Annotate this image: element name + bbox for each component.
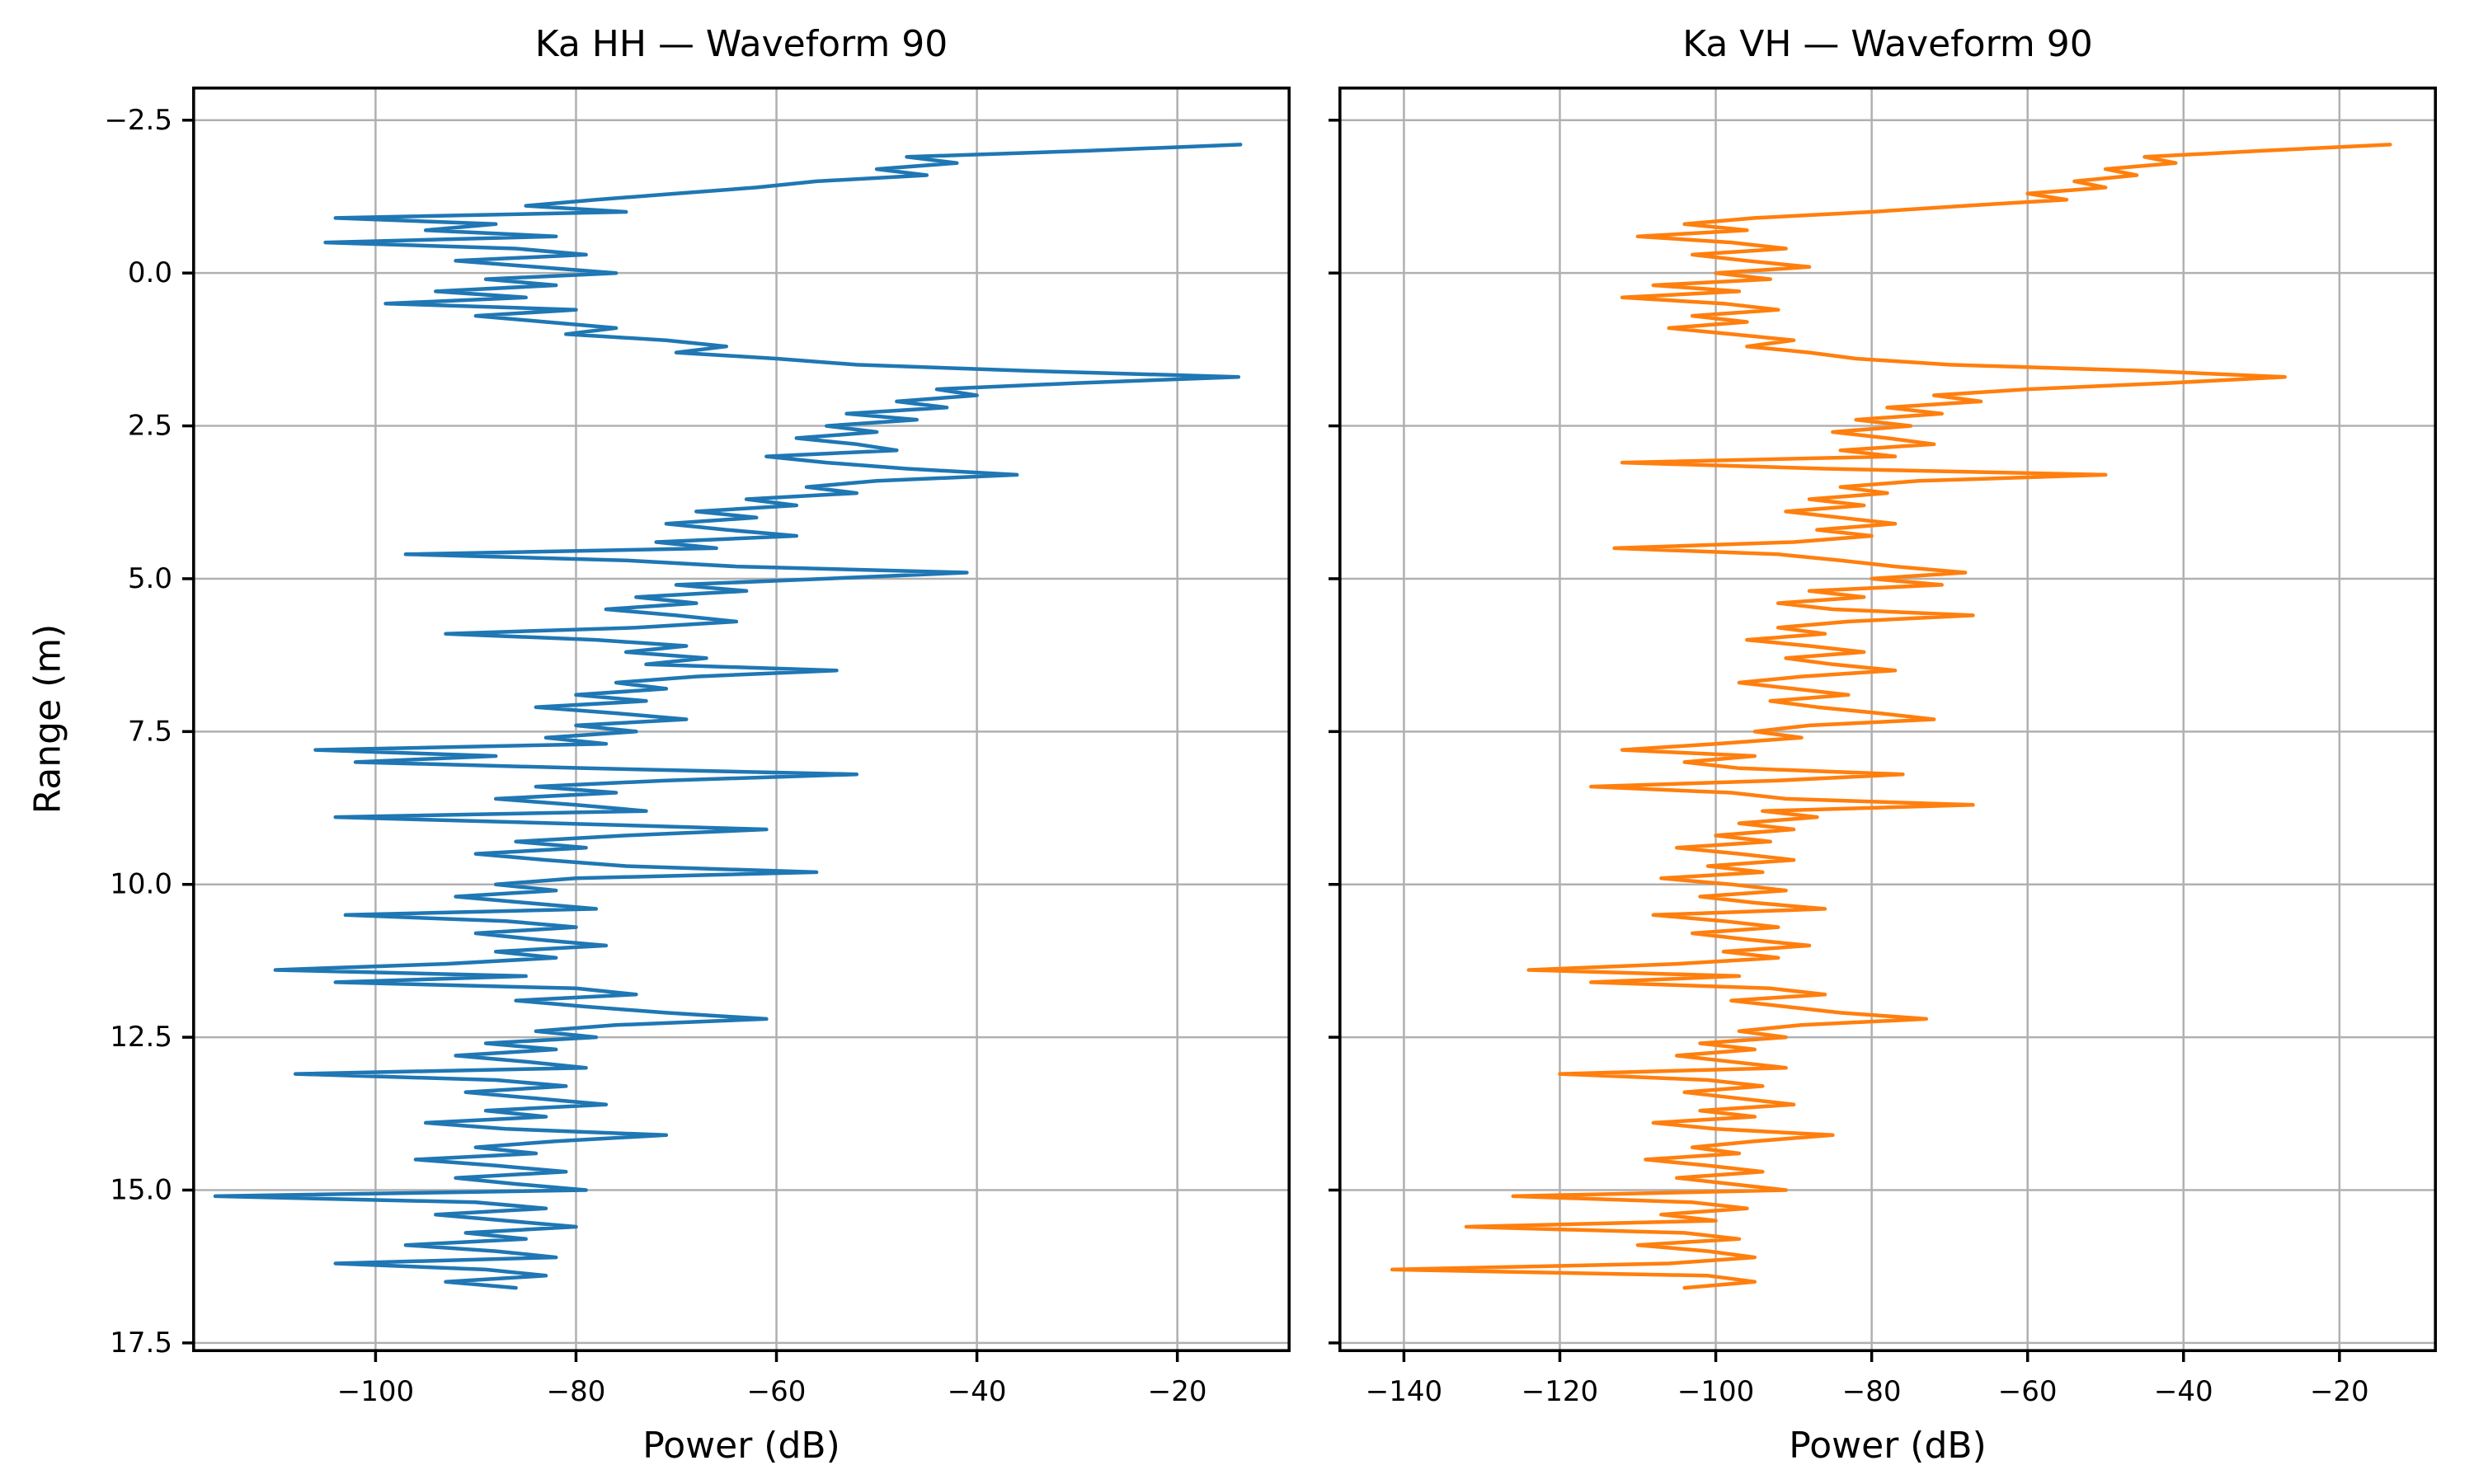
x-tick-label: −60 (1998, 1375, 2058, 1408)
left-plot-panel: −100 −80 −60 −40 −20 −2.5 0.0 2.5 5.0 7.5 10.0 12.5… (104, 86, 1291, 1408)
y-tick-label: 17.5 (110, 1327, 172, 1360)
right-x-axis-label: Power (dB) (1789, 1425, 1987, 1467)
x-tick-label: −80 (1842, 1375, 1902, 1408)
x-tick-label: −40 (2154, 1375, 2213, 1408)
y-tick-label: 2.5 (128, 410, 172, 443)
y-tick-label: 12.5 (110, 1021, 172, 1054)
x-tick-label: −60 (747, 1375, 807, 1408)
y-tick-label: 10.0 (110, 868, 172, 901)
x-tick-label: −20 (2310, 1375, 2369, 1408)
x-tick-label: −100 (1677, 1375, 1754, 1408)
x-tick-label: −40 (948, 1375, 1007, 1408)
plot-area: −100 −80 −60 −40 −20 −2.5 0.0 2.5 5.0 7.5 10.0 12.5… (104, 86, 1291, 1408)
y-axis-label: Range (m) (26, 623, 69, 815)
waveform-line (213, 143, 1243, 1290)
plot-area: −140 −120 −100 −80 −60 −40 −20 (1329, 86, 2438, 1408)
y-tick-label: 7.5 (128, 715, 172, 748)
x-tick-label: −120 (1522, 1375, 1598, 1408)
axes-spine (1338, 86, 2438, 1353)
y-tick-label: 5.0 (128, 562, 172, 595)
axes-spine (191, 86, 1291, 1353)
x-tick-label: −20 (1148, 1375, 1207, 1408)
x-tick-label: −100 (337, 1375, 414, 1408)
y-tick-label: 0.0 (128, 256, 172, 289)
y-tick-label: −2.5 (104, 104, 172, 137)
left-x-axis-label: Power (dB) (642, 1425, 840, 1467)
waveform-line (1390, 143, 2392, 1290)
left-plot-title: Ka HH — Waveform 90 (534, 23, 948, 65)
y-tick-label: 15.0 (110, 1173, 172, 1206)
right-plot-panel: −140 −120 −100 −80 −60 −40 −20 (1329, 86, 2438, 1408)
x-tick-label: −80 (547, 1375, 606, 1408)
x-tick-label: −140 (1366, 1375, 1442, 1408)
right-plot-title: Ka VH — Waveform 90 (1682, 23, 2093, 65)
